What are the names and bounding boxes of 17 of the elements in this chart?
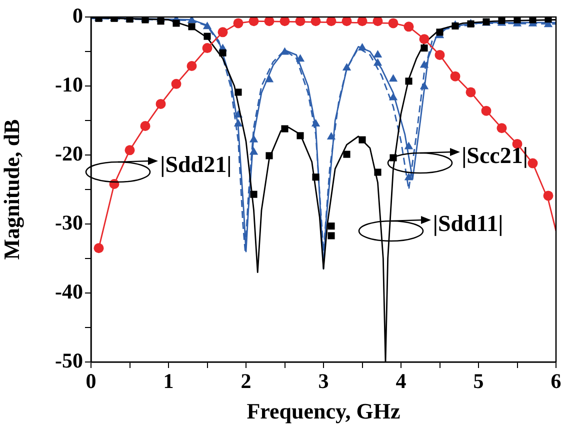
x-tick-label: 5 (473, 369, 484, 394)
y-tick-label: -30 (55, 210, 83, 234)
y-tick-label: -40 (55, 279, 83, 304)
y-tick-label: -50 (55, 348, 83, 372)
x-axis-title: Frequency, GHz (246, 398, 401, 424)
y-tick-label: -10 (55, 72, 83, 96)
x-tick-label: 4 (396, 369, 407, 394)
annotation: |Sdd11| (432, 210, 504, 237)
y-axis-title: Magnitude, dB (0, 118, 24, 260)
x-tick-label: 3 (318, 369, 329, 394)
x-tick-label: 2 (240, 369, 252, 394)
annotation: |Sdd21| (160, 152, 232, 178)
y-tick-label: 0 (72, 3, 83, 28)
x-tick-label: 6 (550, 369, 562, 394)
x-tick-label: 1 (163, 369, 174, 394)
annotation: |Scc21| (462, 143, 528, 170)
y-tick-label: -20 (55, 141, 83, 166)
